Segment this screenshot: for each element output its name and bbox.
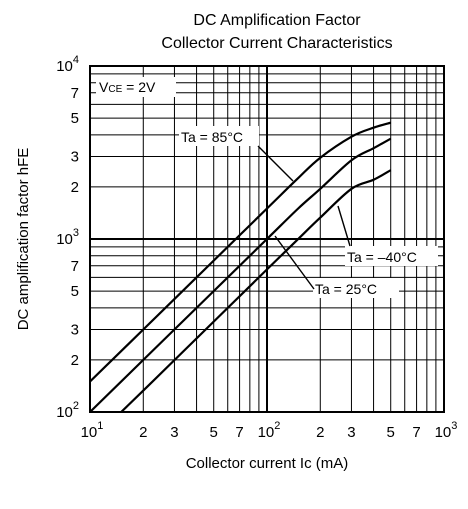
y-axis-label: DC amplification factor hFE bbox=[15, 148, 32, 331]
x-tick-labels: 101 2 3 5 7 102 2 3 5 7 103 bbox=[81, 420, 458, 441]
series-label-85: Ta = 85°C bbox=[181, 129, 243, 145]
chart-title-line-1: DC Amplification Factor bbox=[193, 12, 361, 29]
x-tick-label: 5 bbox=[387, 424, 395, 441]
x-tick-label: 7 bbox=[412, 424, 420, 441]
series-label-25: Ta = 25°C bbox=[315, 281, 377, 297]
x-axis-label: Collector current Ic (mA) bbox=[186, 455, 349, 472]
y-tick-label: 3 bbox=[71, 321, 79, 338]
y-tick-labels: 102 2 3 5 7 103 2 3 5 7 104 bbox=[56, 54, 79, 421]
series-line-0 bbox=[89, 121, 392, 383]
condition-label: VCE = 2V bbox=[99, 79, 156, 95]
annotation-layer: VCE = 2V Ta = 85°C Ta = –40°C Ta = 25°C bbox=[96, 77, 438, 298]
y-tick-label: 5 bbox=[71, 283, 79, 300]
series-line-1 bbox=[89, 137, 392, 413]
y-tick-label: 104 bbox=[56, 54, 79, 75]
y-tick-label: 2 bbox=[71, 179, 79, 196]
y-tick-label: 102 bbox=[56, 400, 79, 421]
x-tick-label: 3 bbox=[170, 424, 178, 441]
series-line-2 bbox=[120, 169, 392, 413]
condition-box bbox=[96, 77, 176, 97]
y-tick-label: 7 bbox=[71, 258, 79, 275]
x-tick-label: 7 bbox=[235, 424, 243, 441]
y-tick-label: 3 bbox=[71, 148, 79, 165]
leader-line-25 bbox=[274, 235, 315, 290]
y-tick-label: 2 bbox=[71, 352, 79, 369]
x-tick-label: 103 bbox=[435, 420, 458, 441]
x-tick-label: 101 bbox=[81, 420, 104, 441]
leader-line-m40 bbox=[337, 205, 351, 247]
series-label-25-box bbox=[313, 278, 399, 298]
x-tick-label: 5 bbox=[210, 424, 218, 441]
series-layer bbox=[89, 121, 392, 413]
x-tick-label: 102 bbox=[258, 420, 281, 441]
x-tick-label: 3 bbox=[347, 424, 355, 441]
series-label-m40-box bbox=[345, 246, 438, 266]
y-tick-label: 5 bbox=[71, 110, 79, 127]
x-tick-label: 2 bbox=[139, 424, 147, 441]
y-tick-label: 103 bbox=[56, 227, 79, 248]
series-label-m40: Ta = –40°C bbox=[347, 249, 417, 265]
chart-title-line-2: Collector Current Characteristics bbox=[161, 35, 392, 52]
x-tick-label: 2 bbox=[316, 424, 324, 441]
y-tick-label: 7 bbox=[71, 85, 79, 102]
plot-frame bbox=[89, 65, 445, 413]
series-label-85-box bbox=[179, 126, 259, 146]
leader-line-85 bbox=[257, 145, 294, 182]
